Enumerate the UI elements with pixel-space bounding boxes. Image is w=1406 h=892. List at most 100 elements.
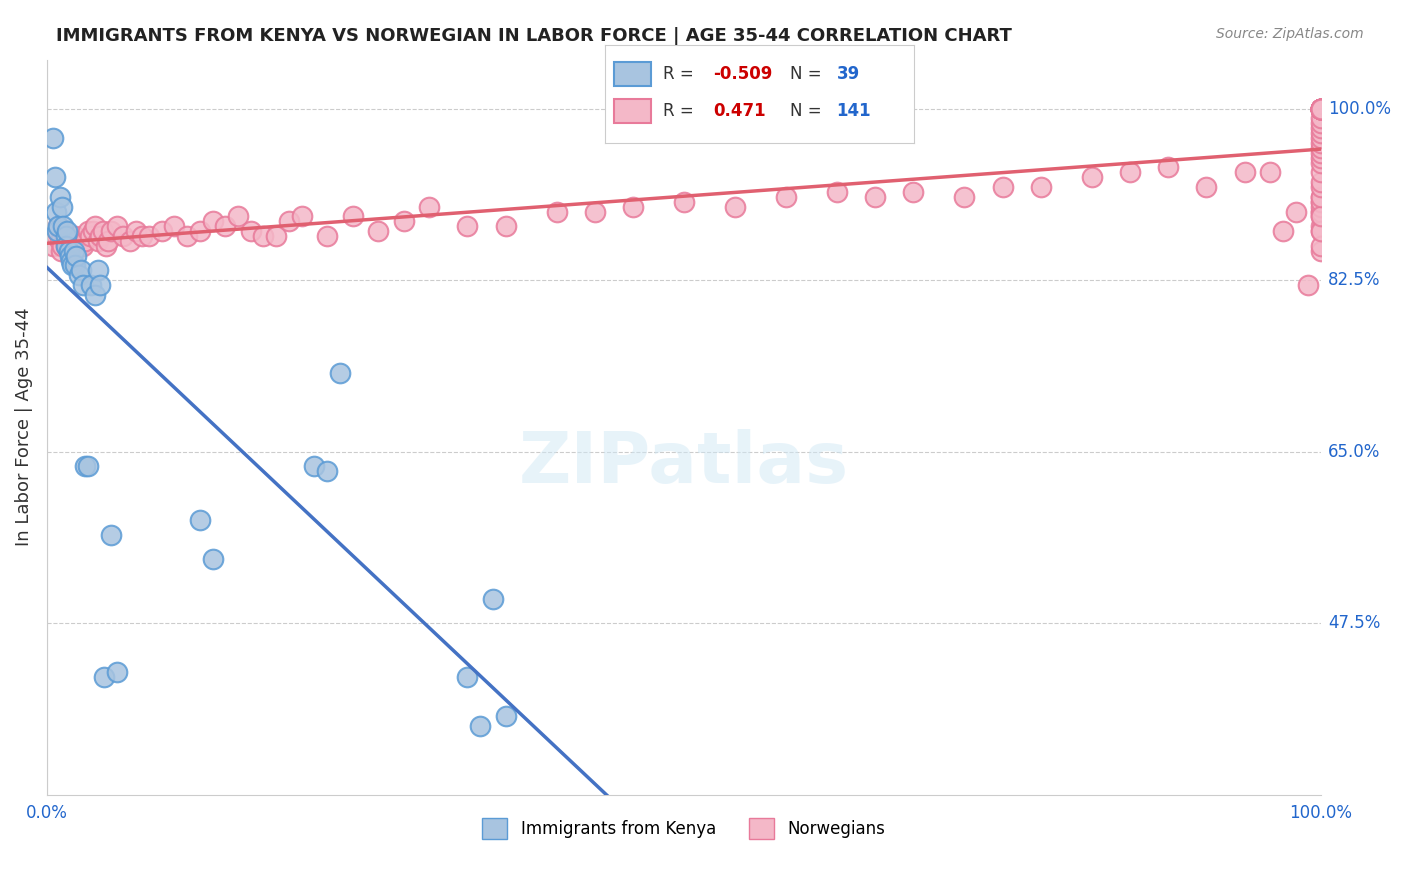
Point bbox=[468, 719, 491, 733]
Text: R =: R = bbox=[664, 102, 704, 120]
Point bbox=[342, 210, 364, 224]
Point bbox=[226, 210, 249, 224]
Point bbox=[55, 229, 77, 244]
Y-axis label: In Labor Force | Age 35-44: In Labor Force | Age 35-44 bbox=[15, 308, 32, 547]
Point bbox=[316, 464, 339, 478]
Point bbox=[55, 239, 77, 253]
Point bbox=[316, 229, 339, 244]
Point bbox=[1310, 102, 1333, 116]
Point bbox=[1310, 102, 1333, 116]
Point bbox=[42, 131, 65, 145]
Point bbox=[1119, 165, 1142, 179]
Point bbox=[44, 170, 66, 185]
Point bbox=[72, 239, 94, 253]
Point bbox=[1310, 194, 1333, 209]
Point bbox=[903, 185, 925, 199]
Point bbox=[51, 200, 73, 214]
Point bbox=[1310, 102, 1333, 116]
Point bbox=[825, 185, 848, 199]
Point bbox=[48, 219, 70, 234]
Point bbox=[1310, 141, 1333, 155]
Point bbox=[79, 229, 101, 244]
Point bbox=[252, 229, 274, 244]
Point bbox=[55, 239, 77, 253]
Point bbox=[1310, 102, 1333, 116]
Point bbox=[201, 214, 224, 228]
Point bbox=[1233, 165, 1256, 179]
Point bbox=[48, 219, 70, 234]
Point bbox=[60, 253, 83, 268]
Point bbox=[60, 244, 83, 258]
Point bbox=[1310, 200, 1333, 214]
Point bbox=[1310, 102, 1333, 116]
Point bbox=[991, 180, 1014, 194]
Point bbox=[65, 249, 87, 263]
Point bbox=[1298, 278, 1320, 293]
Point bbox=[1310, 102, 1333, 116]
Point bbox=[495, 709, 517, 723]
Point bbox=[546, 204, 568, 219]
Point bbox=[1310, 102, 1333, 116]
Point bbox=[1310, 210, 1333, 224]
Point bbox=[1029, 180, 1052, 194]
Point bbox=[112, 229, 135, 244]
Point bbox=[1310, 121, 1333, 136]
Text: IMMIGRANTS FROM KENYA VS NORWEGIAN IN LABOR FORCE | AGE 35-44 CORRELATION CHART: IMMIGRANTS FROM KENYA VS NORWEGIAN IN LA… bbox=[56, 27, 1012, 45]
Point bbox=[150, 224, 173, 238]
Point bbox=[42, 239, 65, 253]
Point bbox=[1310, 102, 1333, 116]
Point bbox=[1310, 194, 1333, 209]
Point bbox=[59, 249, 82, 263]
Point bbox=[84, 219, 107, 234]
Point bbox=[1310, 102, 1333, 116]
Point bbox=[863, 190, 886, 204]
Point bbox=[239, 224, 262, 238]
Point bbox=[67, 268, 90, 283]
Point bbox=[63, 259, 86, 273]
Point bbox=[48, 190, 70, 204]
Point bbox=[482, 591, 505, 606]
Point bbox=[1310, 155, 1333, 169]
Point bbox=[1310, 204, 1333, 219]
Point bbox=[80, 278, 103, 293]
Point bbox=[1310, 102, 1333, 116]
Point bbox=[94, 239, 117, 253]
Point bbox=[76, 459, 98, 474]
Point bbox=[1310, 102, 1333, 116]
Point bbox=[1310, 151, 1333, 165]
Point bbox=[1310, 219, 1333, 234]
Text: N =: N = bbox=[790, 65, 827, 83]
Point bbox=[1310, 102, 1333, 116]
Point bbox=[1310, 102, 1333, 116]
Legend: Immigrants from Kenya, Norwegians: Immigrants from Kenya, Norwegians bbox=[475, 812, 893, 846]
Point bbox=[672, 194, 695, 209]
Point bbox=[118, 234, 141, 248]
Point bbox=[87, 234, 110, 248]
Text: 0.471: 0.471 bbox=[713, 102, 765, 120]
Point bbox=[45, 204, 67, 219]
Point bbox=[214, 219, 236, 234]
Text: 82.5%: 82.5% bbox=[1329, 271, 1381, 289]
Point bbox=[1310, 239, 1333, 253]
Point bbox=[1310, 102, 1333, 116]
Point bbox=[70, 263, 93, 277]
Point bbox=[329, 366, 352, 380]
Point bbox=[62, 244, 84, 258]
Point bbox=[1310, 102, 1333, 116]
Text: R =: R = bbox=[664, 65, 699, 83]
Text: N =: N = bbox=[790, 102, 827, 120]
Point bbox=[72, 278, 94, 293]
Point bbox=[495, 219, 517, 234]
Point bbox=[724, 200, 747, 214]
Point bbox=[87, 263, 110, 277]
Point bbox=[138, 229, 160, 244]
Point bbox=[456, 219, 478, 234]
Point bbox=[1195, 180, 1218, 194]
Point bbox=[188, 513, 211, 527]
Point bbox=[1310, 136, 1333, 150]
Point bbox=[1310, 102, 1333, 116]
Point bbox=[58, 229, 80, 244]
Point bbox=[48, 234, 70, 248]
Point bbox=[1310, 102, 1333, 116]
Point bbox=[1310, 180, 1333, 194]
